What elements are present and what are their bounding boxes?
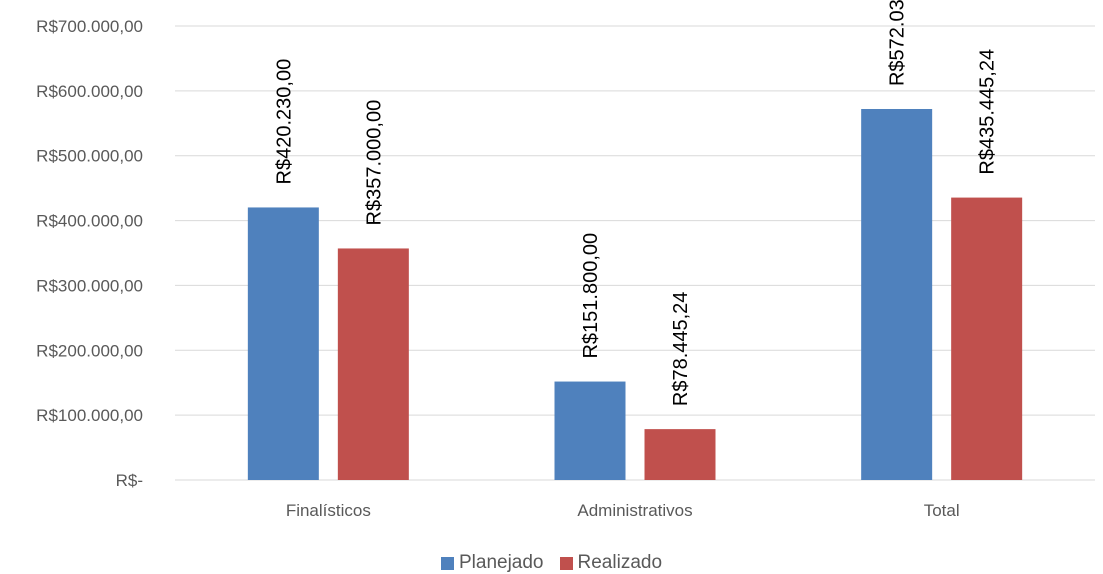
y-tick-label: R$400.000,00 [36,212,143,231]
legend-item-planejado: Planejado [440,552,544,574]
bars [247,108,1023,481]
y-tick-label: R$500.000,00 [36,147,143,166]
bar-planejado-0 [247,207,319,481]
bar-realizado-0 [337,248,409,480]
data-label: R$357.000,00 [363,100,385,226]
legend: Planejado Realizado [0,552,1103,574]
data-label: R$572.030,00 [887,0,909,86]
x-axis-category-labels: Finalísticos Administrativos Total [286,501,960,520]
y-axis-tick-labels: R$- R$100.000,00 R$200.000,00 R$300.000,00 R… [36,17,143,490]
bar-realizado-2 [951,197,1023,481]
y-tick-label: R$- [116,471,143,490]
grid-lines [175,25,1095,481]
legend-label-realizado: Realizado [577,552,663,573]
legend-label-planejado: Planejado [458,552,544,573]
category-label: Total [924,501,960,520]
category-label: Finalísticos [286,501,371,520]
legend-item-realizado: Realizado [559,552,663,574]
bar-planejado-2 [861,108,933,481]
data-label: R$78.445,24 [670,292,692,407]
legend-swatch-realizado [559,556,573,570]
bar-realizado-1 [644,429,716,480]
y-tick-label: R$100.000,00 [36,406,143,425]
y-tick-label: R$200.000,00 [36,341,143,360]
y-tick-label: R$300.000,00 [36,276,143,295]
bar-planejado-1 [554,381,626,480]
data-label: R$420.230,00 [273,59,295,185]
category-label: Administrativos [577,501,692,520]
data-label: R$435.445,24 [977,49,999,175]
bar-chart: R$- R$100.000,00 R$200.000,00 R$300.000,00 R… [36,0,1095,520]
data-label: R$151.800,00 [580,233,602,359]
y-tick-label: R$700.000,00 [36,17,143,36]
y-tick-label: R$600.000,00 [36,82,143,101]
data-labels: R$420.230,00 R$357.000,00 R$151.800,00 R$78… [273,0,998,406]
legend-swatch-planejado [440,556,454,570]
